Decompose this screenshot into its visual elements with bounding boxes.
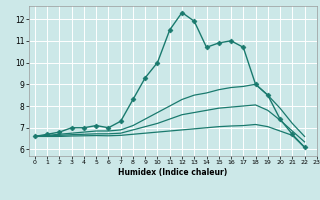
X-axis label: Humidex (Indice chaleur): Humidex (Indice chaleur) — [118, 168, 228, 177]
